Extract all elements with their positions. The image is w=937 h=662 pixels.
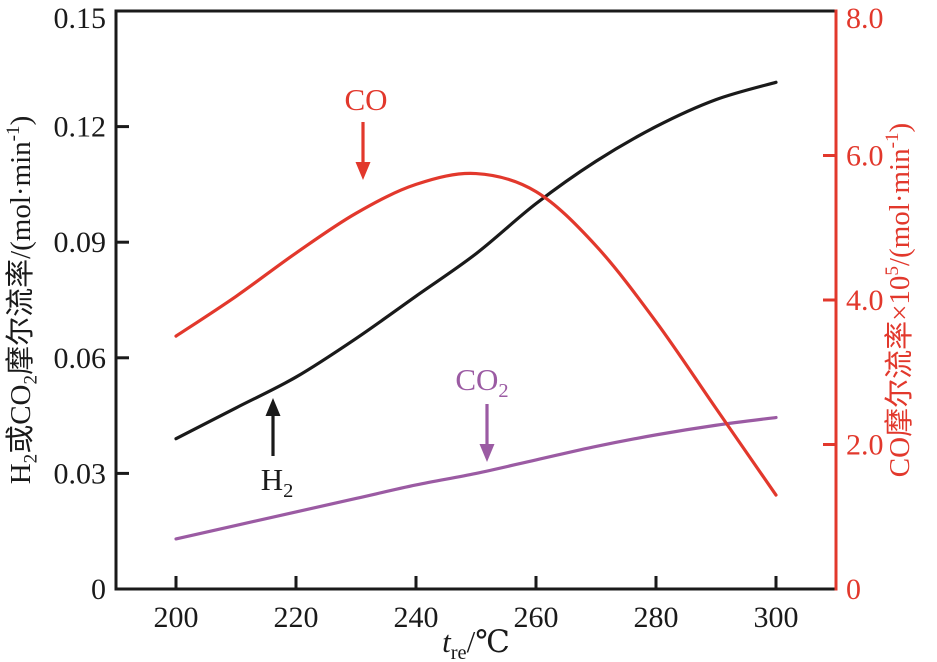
left-tick-label: 0.15 — [54, 2, 107, 35]
co2-curve — [174, 415, 778, 541]
h2-curve — [174, 80, 778, 441]
x-tick-label: 300 — [754, 601, 799, 634]
right-tick-label: 8.0 — [846, 2, 884, 35]
right-tick-label: 2.0 — [846, 429, 884, 462]
x-tick-label: 280 — [634, 601, 679, 634]
right-tick-label: 0 — [846, 573, 861, 606]
left-tick-label: 0.03 — [54, 457, 107, 490]
co-annotation-arrowhead — [355, 162, 371, 180]
co2-annotation-arrowhead — [479, 444, 495, 462]
left-tick-label: 0 — [91, 573, 106, 606]
x-axis-label: tre/℃ — [442, 624, 510, 662]
co-curve — [174, 171, 778, 497]
co-annotation-label: CO — [344, 82, 387, 117]
h2-annotation-label: H2 — [261, 462, 294, 502]
right-tick-label: 6.0 — [846, 140, 884, 173]
co2-annotation-label: CO2 — [455, 362, 508, 402]
right-axis-label: CO摩尔流率×105/(mol·min-1) — [882, 123, 916, 477]
h2-annotation-arrowhead — [265, 398, 281, 416]
x-tick-label: 220 — [274, 601, 319, 634]
left-tick-label: 0.09 — [54, 226, 107, 259]
left-axis-label: H2或CO2摩尔流率/(mol·min-1) — [3, 116, 41, 485]
left-tick-label: 0.06 — [54, 342, 107, 375]
x-tick-label: 240 — [394, 601, 439, 634]
x-tick-label: 200 — [154, 601, 199, 634]
left-tick-label: 0.12 — [54, 111, 107, 144]
right-tick-label: 4.0 — [846, 284, 884, 317]
x-tick-label: 260 — [514, 601, 559, 634]
